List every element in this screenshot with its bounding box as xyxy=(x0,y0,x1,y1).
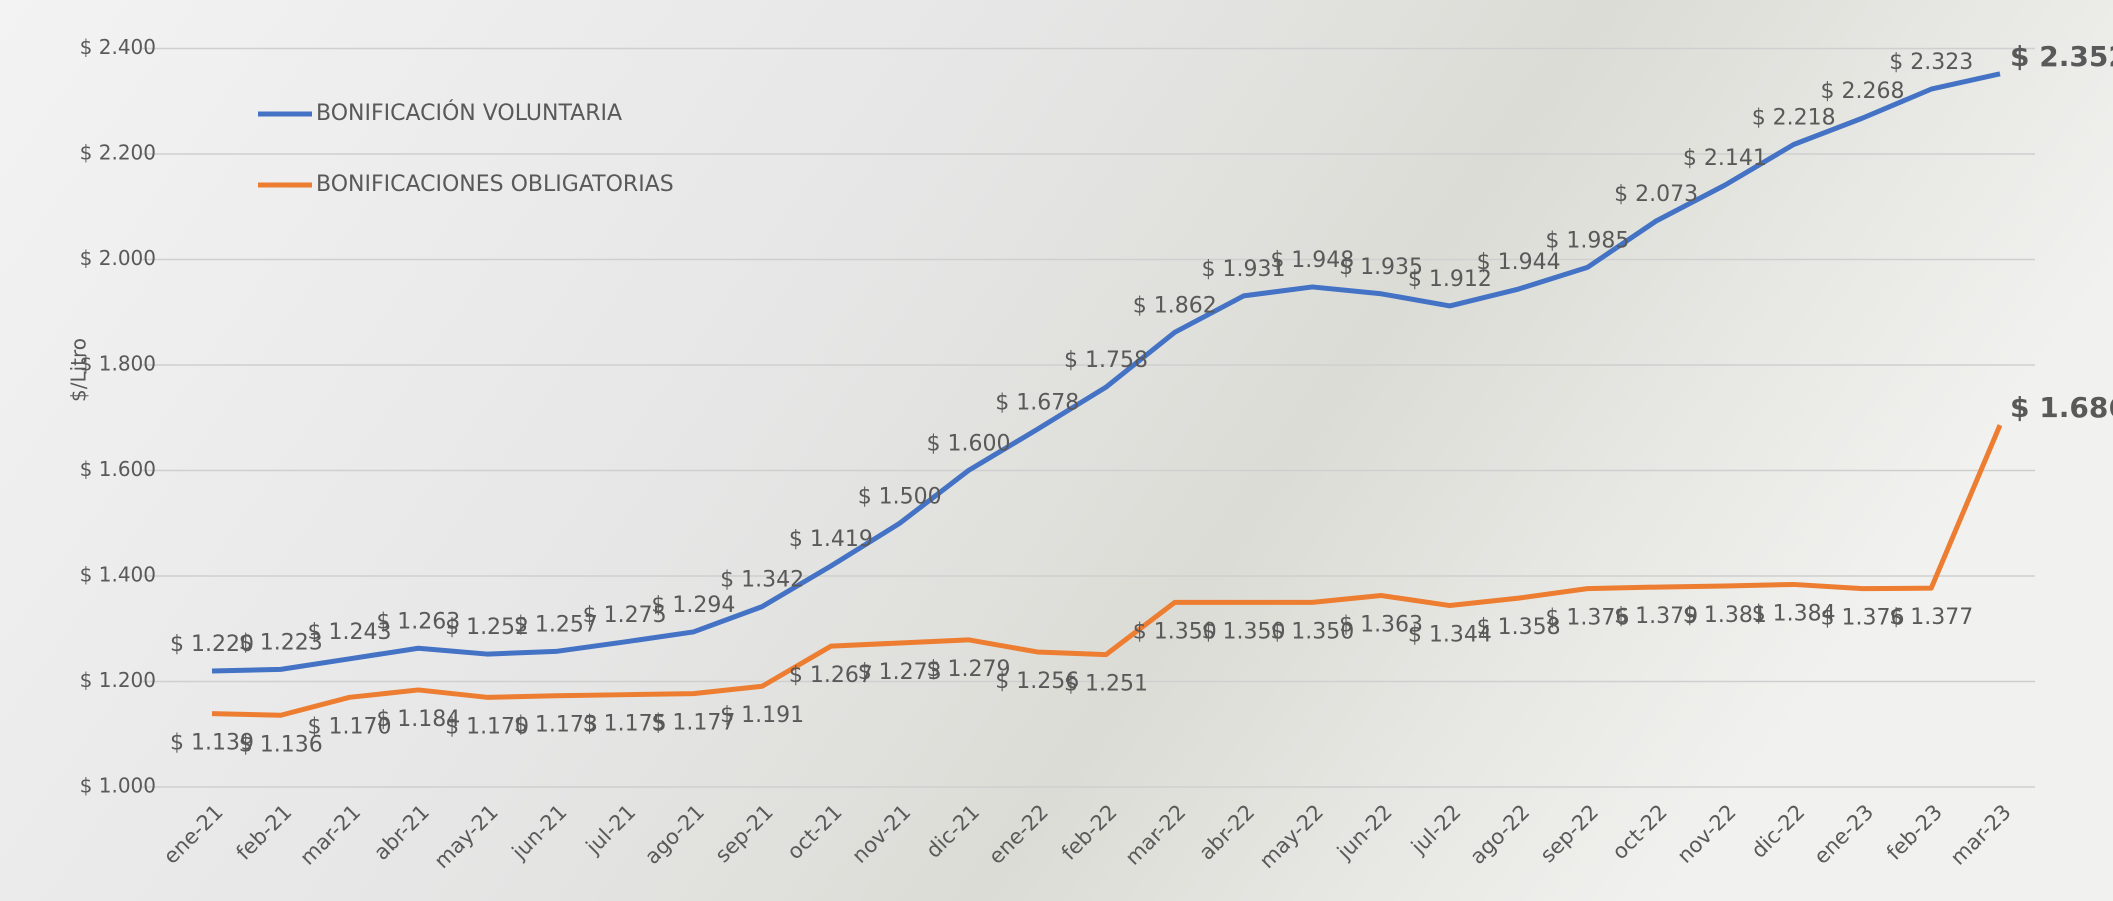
data-label: $ 1.985 xyxy=(1545,228,1629,253)
data-label: $ 2.141 xyxy=(1683,146,1767,171)
data-label: $ 1.686 xyxy=(2010,391,2113,424)
y-tick-label: $ 1.600 xyxy=(80,457,156,481)
y-tick-label: $ 1.200 xyxy=(80,668,156,692)
data-label: $ 1.862 xyxy=(1133,293,1217,318)
y-tick-label: $ 2.400 xyxy=(80,35,156,59)
data-label: $ 2.218 xyxy=(1752,106,1836,131)
y-tick-label: $ 1.400 xyxy=(80,563,156,587)
data-label: $ 2.323 xyxy=(1889,50,1973,75)
legend-label: BONIFICACIONES OBLIGATORIAS xyxy=(316,172,674,197)
y-tick-label: $ 2.200 xyxy=(80,141,156,165)
background xyxy=(0,0,2113,901)
data-label: $ 2.268 xyxy=(1820,79,1904,104)
data-label: $ 1.419 xyxy=(789,527,873,552)
data-label: $ 1.600 xyxy=(926,432,1010,457)
data-label: $ 2.352 xyxy=(2010,40,2113,73)
y-tick-label: $ 1.000 xyxy=(80,774,156,798)
data-label: $ 1.294 xyxy=(651,593,735,618)
data-label: $ 1.342 xyxy=(720,568,804,593)
data-label: $ 1.377 xyxy=(1889,605,1973,630)
data-label: $ 1.678 xyxy=(995,390,1079,415)
data-label: $ 1.191 xyxy=(720,703,804,728)
data-label: $ 2.073 xyxy=(1614,182,1698,207)
y-tick-label: $ 1.800 xyxy=(80,352,156,376)
chart: $/Litro $ 1.000$ 1.200$ 1.400$ 1.600$ 1.… xyxy=(0,0,2113,901)
data-label: $ 1.251 xyxy=(1064,672,1148,697)
y-tick-label: $ 2.000 xyxy=(80,246,156,270)
legend-label: BONIFICACIÓN VOLUNTARIA xyxy=(316,100,622,126)
data-label: $ 1.944 xyxy=(1477,250,1561,275)
data-label: $ 1.758 xyxy=(1064,348,1148,373)
data-label: $ 1.500 xyxy=(858,484,942,509)
